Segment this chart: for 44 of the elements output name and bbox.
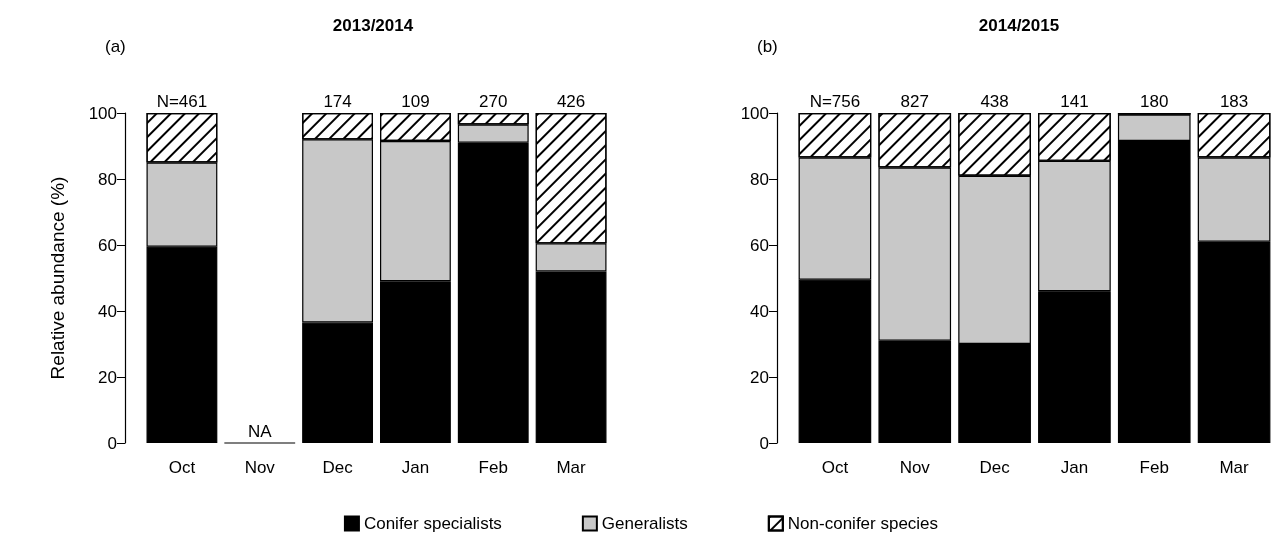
annotation: 438 (980, 92, 1009, 111)
y-tick-label: 40 (98, 301, 117, 321)
x-tick-label: Dec (979, 458, 1011, 477)
x-tick-label: Nov (244, 458, 276, 477)
legend-label: Conifer specialists (363, 514, 502, 533)
y-tick-label: 100 (740, 103, 769, 123)
annotation: N=461 (156, 92, 208, 111)
annotation: 180 (1140, 92, 1169, 111)
y-tick-label: 80 (750, 169, 769, 189)
y-tick-label: 0 (107, 433, 117, 453)
annotation: 141 (1060, 92, 1089, 111)
annotation: 109 (401, 92, 430, 111)
legend-label: Non-conifer species (787, 514, 939, 533)
y-tick-label: 100 (88, 103, 117, 123)
x-tick-label: Nov (899, 458, 931, 477)
text: (b) (757, 37, 778, 56)
y-tick-label: 60 (750, 235, 769, 255)
y-axis-title: Relative abundance (%) (47, 176, 68, 380)
x-tick-label: Mar (556, 458, 587, 477)
y-tick-label: 40 (750, 301, 769, 321)
legend-label: Generalists (601, 514, 688, 533)
x-tick-label: Dec (322, 458, 354, 477)
chart-title: 2013/2014 (332, 16, 414, 35)
text: (a) (105, 37, 126, 56)
annotation: N=756 (809, 92, 861, 111)
x-tick-label: Feb (478, 458, 508, 477)
annotation: 183 (1219, 92, 1249, 111)
annotation: 174 (323, 92, 352, 111)
annotation: 270 (479, 92, 508, 111)
annotation: 426 (556, 92, 586, 111)
x-tick-label: Feb (1139, 458, 1169, 477)
y-tick-label: 60 (98, 235, 117, 255)
x-tick-label: Jan (401, 458, 430, 477)
x-tick-label: Jan (1060, 458, 1089, 477)
annotation: NA (247, 422, 273, 441)
x-tick-label: Mar (1219, 458, 1250, 477)
y-tick-label: 20 (750, 367, 769, 387)
y-tick-label: 80 (98, 169, 117, 189)
chart-title: 2014/2015 (978, 16, 1060, 35)
annotation: 827 (900, 92, 929, 111)
x-tick-label: Oct (168, 458, 196, 477)
y-tick-label: 20 (98, 367, 117, 387)
x-tick-label: Oct (821, 458, 849, 477)
y-tick-label: 0 (759, 433, 769, 453)
